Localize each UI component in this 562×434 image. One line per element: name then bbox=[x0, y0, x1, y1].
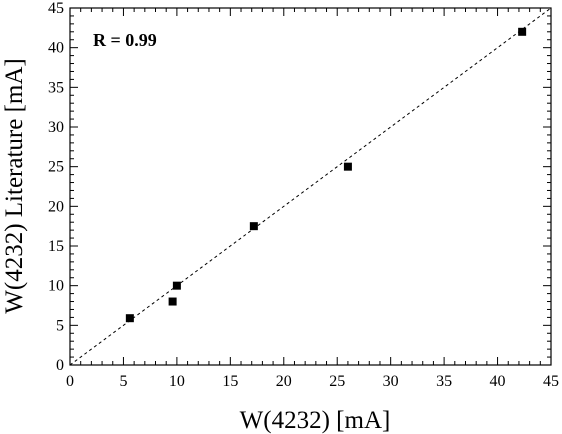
x-axis-ticks: 0 5 10 15 20 25 30 35 40 45 bbox=[66, 373, 559, 390]
y-tick-label: 20 bbox=[48, 198, 64, 215]
y-tick-label: 35 bbox=[48, 79, 64, 96]
y-tick-label: 0 bbox=[56, 357, 64, 374]
x-tick-label: 0 bbox=[66, 373, 74, 390]
data-point bbox=[168, 297, 177, 306]
axes-layer bbox=[69, 7, 552, 366]
y-tick-label: 30 bbox=[48, 119, 64, 136]
data-point bbox=[125, 314, 134, 323]
x-tick-label: 30 bbox=[383, 373, 399, 390]
y-tick-label: 5 bbox=[56, 317, 64, 334]
x-tick-label: 15 bbox=[222, 373, 238, 390]
y-tick-label: 45 bbox=[48, 0, 64, 17]
data-point bbox=[343, 162, 352, 171]
reference-line bbox=[69, 7, 552, 366]
y-tick-label: 25 bbox=[48, 159, 64, 176]
x-tick-label: 20 bbox=[276, 373, 292, 390]
y-axis-title: W(4232) Literature [mA] bbox=[1, 58, 28, 313]
correlation-annotation: R = 0.99 bbox=[93, 30, 157, 50]
x-tick-label: 5 bbox=[119, 373, 127, 390]
y-tick-label: 40 bbox=[48, 40, 64, 57]
plot-frame bbox=[69, 7, 552, 366]
y-tick-label: 10 bbox=[48, 278, 64, 295]
y-axis-ticks: 0 5 10 15 20 25 30 35 40 45 bbox=[48, 0, 64, 374]
x-tick-label: 25 bbox=[329, 373, 345, 390]
x-axis-title: W(4232) [mA] bbox=[240, 407, 391, 434]
data-point bbox=[249, 222, 258, 231]
x-tick-label: 10 bbox=[169, 373, 185, 390]
data-point bbox=[518, 27, 527, 36]
x-tick-label: 35 bbox=[436, 373, 452, 390]
x-tick-label: 40 bbox=[490, 373, 506, 390]
x-tick-label: 45 bbox=[543, 373, 559, 390]
data-points bbox=[125, 27, 527, 323]
data-point bbox=[172, 281, 181, 290]
y-tick-label: 15 bbox=[48, 238, 64, 255]
